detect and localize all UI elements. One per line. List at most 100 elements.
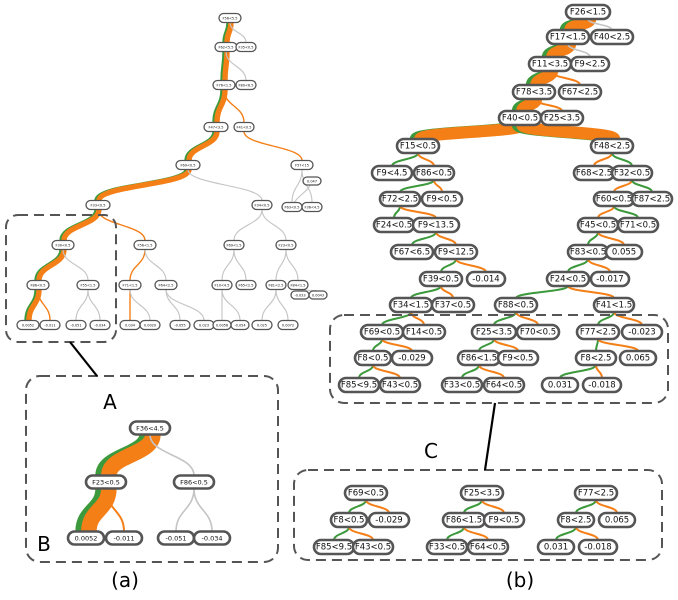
node-box [465, 270, 507, 288]
node-label: F45<0.5 [580, 221, 616, 231]
edge-orange [435, 231, 457, 246]
node-label: 0.065 [626, 354, 650, 364]
node-label: F32<0.5 [614, 169, 650, 179]
edge-green [587, 231, 599, 246]
panel-b-tree-node: F83<0.5 [566, 243, 610, 261]
node-label: F84<1.5 [291, 284, 306, 288]
node-box [564, 3, 612, 21]
edge-gray [275, 289, 289, 321]
edge-gray [193, 488, 213, 532]
panel-b-tree-node: F68<2.5 [572, 164, 616, 182]
panel-a-tree-node: F69<0.5 [175, 159, 201, 171]
edge-gray [165, 289, 205, 321]
node-label: F35<0.5 [239, 46, 254, 50]
node-label: F36<4.5 [305, 206, 320, 210]
node-label: 0.023 [199, 324, 209, 328]
node-box [589, 137, 635, 155]
node-box [235, 41, 257, 53]
edge-main-orange [101, 432, 161, 478]
panel-b-zoom-nodes: F69<0.5 F8<0.5 -0.029 F85<9.5 F43<0.5 F25<3.5… [312, 484, 637, 556]
panel-b-tree-node: -0.023 [620, 323, 664, 341]
panel-a-tree-node: F76<1.5 [212, 79, 236, 91]
node-label: F71<1.5 [123, 284, 138, 288]
node-label: F69<0.5 [364, 328, 400, 338]
edge-main-orange [36, 248, 67, 282]
node-label: 0.0043 [312, 294, 324, 298]
edge-orange [597, 338, 639, 352]
panel-b-connector [483, 402, 497, 471]
edge-green [611, 152, 633, 167]
panel-b-zoom-node: -0.018 [577, 538, 619, 556]
panel-a-tree-node: -0.054 [230, 319, 250, 331]
panel-a-tree-node: 0.034 [119, 319, 141, 331]
node-box [343, 484, 389, 502]
edge-main-orange [414, 119, 529, 145]
node-box [482, 511, 526, 529]
panel-b-tree-node: F41<1.5 [592, 296, 636, 314]
node-box [367, 511, 411, 529]
node-label: F83<0.5 [570, 248, 606, 258]
edge-green [381, 311, 412, 326]
node-box [302, 176, 322, 186]
panel-a-tree-node: 0.0052 [16, 319, 40, 331]
node-label: F62<5.5 [219, 46, 234, 50]
node-box [545, 270, 591, 288]
edge-main-orange [61, 208, 102, 242]
node-label: F40<2.5 [594, 33, 630, 43]
node-label: F56<1.5 [138, 244, 153, 248]
edge-gray [261, 209, 287, 241]
node-label: -0.051 [70, 324, 81, 328]
edge-orange [37, 289, 51, 321]
node-box [329, 511, 369, 529]
edge-green [410, 285, 442, 299]
node-box [51, 239, 75, 251]
panel-b-caption: (b) [506, 568, 534, 592]
panel-a-tree-node: F55<1.5 [76, 279, 100, 291]
node-label: F9<4.5 [377, 169, 408, 179]
edge-gray [187, 169, 263, 201]
panel-b-zoom-node: F25<3.5 [459, 484, 505, 502]
edge-gray [225, 51, 247, 81]
node-box [589, 270, 631, 288]
node-label: F69<1.5 [227, 244, 242, 248]
node-label: F69<0.5 [181, 164, 196, 168]
node-box [76, 279, 100, 291]
edge-orange [481, 499, 505, 514]
node-label: F85<9.5 [341, 381, 377, 391]
panel-b-tree-node: F67<6.5 [389, 243, 435, 261]
panel-a-zoom-box [25, 375, 279, 563]
node-label: F76<1.5 [217, 84, 232, 88]
panel-b-tree-node: F77<2.5 [575, 323, 621, 341]
panel-b-tree-node: F8<0.5 [353, 349, 393, 367]
node-box [466, 538, 510, 556]
node-label: F64<0.5 [486, 381, 522, 391]
node-box [192, 530, 232, 546]
edge-green [559, 364, 597, 379]
node-box [230, 319, 250, 331]
node-label: F67<2.5 [562, 88, 598, 98]
panel-a-tree-node: F69<1.5 [223, 239, 245, 251]
node-label: F64<2.5 [159, 284, 174, 288]
edge-green [631, 179, 653, 193]
node-box [308, 290, 328, 300]
panel-a-tree-node: F30<0.5 [51, 239, 75, 251]
panel-b-zoom-node: F69<0.5 [343, 484, 389, 502]
edge-gray [221, 289, 241, 321]
panel-b-tree-node: -0.029 [390, 349, 434, 367]
edge-green [391, 152, 419, 167]
node-label: F33<0.5 [429, 543, 465, 553]
node-label: -0.033 [294, 294, 305, 298]
edge-main-orange [96, 168, 192, 202]
panel-b-tree-node: F9<0.5 [420, 190, 464, 208]
edge-orange [613, 311, 643, 326]
node-label: F36<4.5 [136, 425, 164, 433]
panel-b-zoom-edges [333, 499, 618, 541]
edge-green [333, 526, 350, 541]
node-label: -0.011 [114, 535, 135, 543]
node-label: F25<3.5 [544, 114, 580, 124]
panel-a-zoom-node: -0.011 [104, 530, 144, 546]
edge-green [567, 258, 589, 273]
node-label: F8<0.5 [358, 354, 389, 364]
edges-layer [24, 15, 653, 541]
